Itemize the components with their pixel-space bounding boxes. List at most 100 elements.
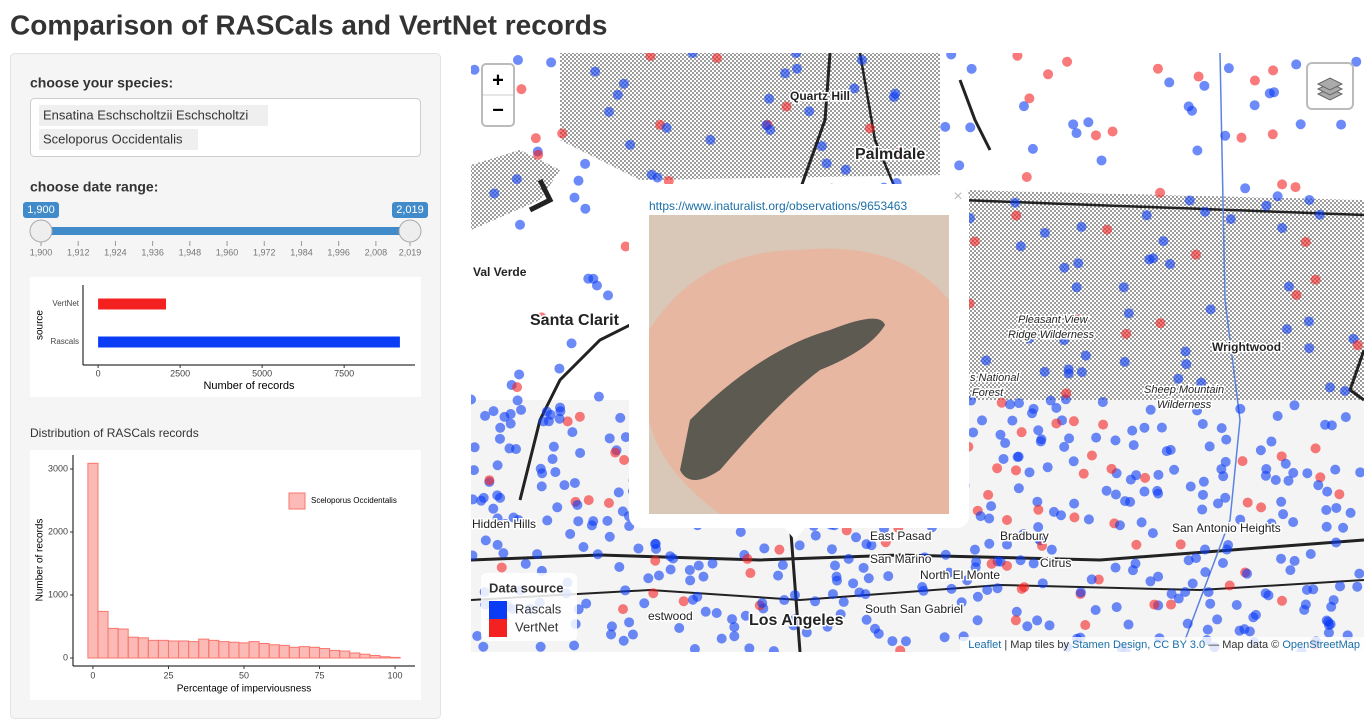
map-point xyxy=(849,83,860,94)
histogram-bar xyxy=(278,644,290,659)
map-point xyxy=(1155,187,1166,198)
map-point xyxy=(1166,599,1177,610)
map-point xyxy=(583,495,594,506)
map-point xyxy=(604,531,615,542)
map-point xyxy=(791,53,802,59)
map-point xyxy=(895,645,906,652)
map-point xyxy=(550,467,561,478)
slider-handle[interactable] xyxy=(398,219,422,243)
map-point xyxy=(1033,522,1044,533)
map-point xyxy=(508,512,519,523)
map-point xyxy=(1073,314,1084,325)
map-point xyxy=(1037,578,1048,589)
slider-handle[interactable] xyxy=(29,219,53,243)
map-point xyxy=(1197,418,1208,429)
slider-value: 1,900 xyxy=(27,204,55,216)
map-point xyxy=(1011,210,1022,221)
map-point xyxy=(1190,249,1201,260)
x-tick-label: 75 xyxy=(315,670,325,680)
zoom-out[interactable]: − xyxy=(492,99,504,121)
map-point xyxy=(1010,197,1021,208)
map-point xyxy=(581,598,592,609)
zoom-in[interactable]: + xyxy=(492,69,504,91)
map-point xyxy=(1182,618,1193,629)
legend-title: Data source xyxy=(489,580,563,595)
map-point xyxy=(969,544,980,555)
species-item: Ensatina Eschscholtzii Eschscholtzi xyxy=(43,107,248,122)
map-point xyxy=(774,544,785,555)
map-point xyxy=(1093,574,1104,585)
map-point xyxy=(1180,586,1191,597)
map-point xyxy=(887,636,898,647)
map-point xyxy=(1263,590,1274,601)
map-point xyxy=(919,552,930,563)
map-point xyxy=(1197,504,1208,515)
map-point xyxy=(1024,93,1035,104)
map-point xyxy=(1012,451,1023,462)
map-point xyxy=(1199,80,1210,91)
map-point xyxy=(471,64,480,75)
histogram-bar xyxy=(349,652,361,659)
map-point xyxy=(1249,75,1260,86)
species-chip[interactable] xyxy=(39,105,268,126)
histogram-bar xyxy=(198,638,210,659)
map-point xyxy=(1131,539,1142,550)
map-point xyxy=(1322,486,1333,497)
place-label: South San Gabriel xyxy=(865,602,963,616)
map-point xyxy=(1018,529,1029,540)
map-point xyxy=(1059,335,1070,346)
map-point xyxy=(1193,71,1204,82)
map-point xyxy=(495,422,506,433)
map-point xyxy=(1014,398,1025,409)
map-point xyxy=(615,412,626,423)
attribution-part: OpenStreetMap xyxy=(1282,639,1360,651)
map-point xyxy=(619,455,630,466)
histogram-bar xyxy=(258,643,270,659)
map-point xyxy=(1283,281,1294,292)
map-point xyxy=(975,511,986,522)
place-label: Citrus xyxy=(1040,556,1071,570)
species-chip[interactable] xyxy=(39,129,198,150)
map-point xyxy=(650,555,661,566)
map-point xyxy=(773,570,784,581)
map-point xyxy=(602,515,613,526)
map-point xyxy=(592,549,603,560)
map-point xyxy=(1240,183,1251,194)
map-point xyxy=(1310,274,1321,285)
map-point xyxy=(1069,498,1080,509)
map-point xyxy=(612,89,623,100)
map-point xyxy=(620,241,631,252)
place-label: Santa Clarit xyxy=(530,312,620,329)
histogram-bar xyxy=(319,648,331,659)
map-point xyxy=(538,416,549,427)
species-item: Sceloporus Occidentalis xyxy=(43,131,183,146)
histogram-bar xyxy=(188,641,200,659)
map-point xyxy=(939,632,950,643)
map-point xyxy=(1080,350,1091,361)
map-point xyxy=(678,596,689,607)
map-point xyxy=(742,553,753,564)
popup-link[interactable]: https://www.inaturalist.org/observations… xyxy=(649,199,907,213)
map-point xyxy=(1204,441,1215,452)
histogram-bar xyxy=(127,636,139,659)
map-point xyxy=(1280,458,1291,469)
map-point xyxy=(1083,117,1094,128)
map-point xyxy=(1076,367,1087,378)
map-point xyxy=(1323,627,1334,638)
popup-close[interactable]: × xyxy=(953,188,962,205)
map-point xyxy=(1128,440,1139,451)
terrain xyxy=(560,53,940,180)
map-point xyxy=(1090,605,1101,616)
map-point xyxy=(1002,514,1013,525)
slider-value-box xyxy=(392,202,428,218)
map-point xyxy=(1304,343,1315,354)
map-point xyxy=(1013,483,1024,494)
map-point xyxy=(1205,598,1216,609)
map-point xyxy=(472,631,483,642)
map-point xyxy=(854,587,865,598)
map-point xyxy=(729,631,740,642)
slider-tick-label: 1,924 xyxy=(104,247,127,257)
map-point xyxy=(520,558,531,569)
histogram-bar xyxy=(389,656,401,659)
